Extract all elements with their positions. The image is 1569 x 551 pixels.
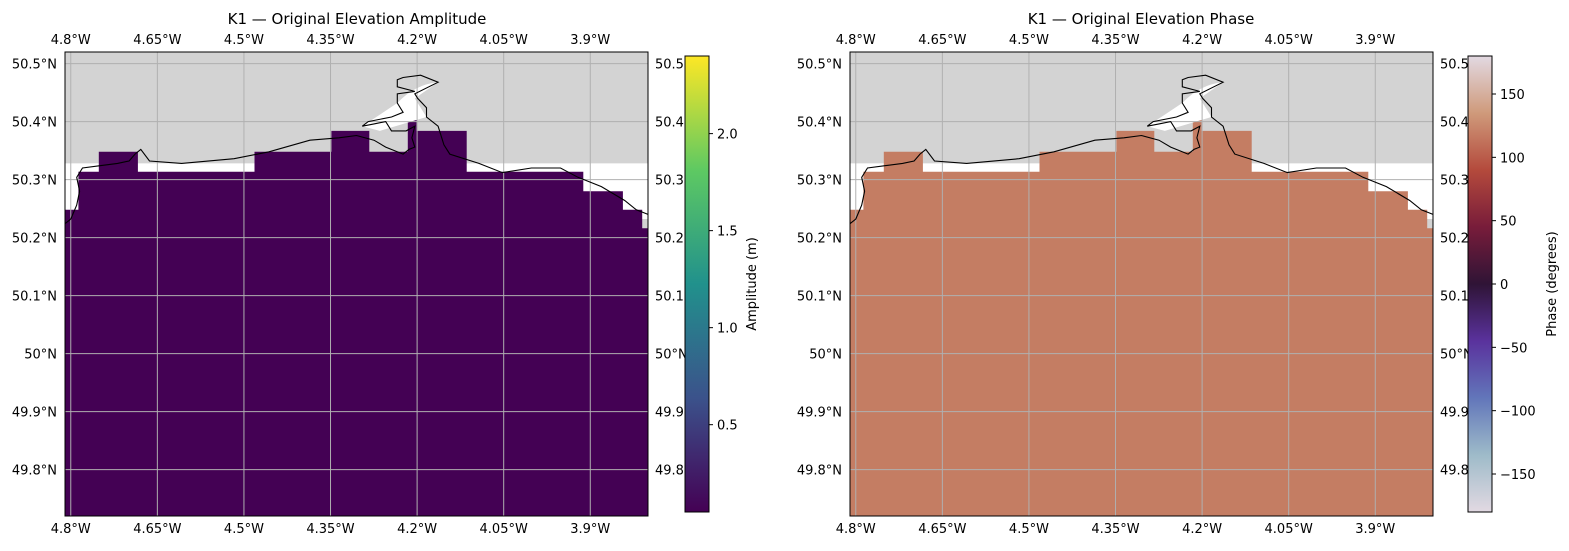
coastline xyxy=(64,74,649,225)
lon-tick-label-top: 3.9°W xyxy=(570,33,610,48)
lat-tick-label-left: 50.4°N xyxy=(797,116,842,131)
lat-tick-label-right: 50.2 xyxy=(655,232,684,247)
lon-tick-label-bottom: 4.35°W xyxy=(306,522,354,537)
lon-tick-label-top: 4.65°W xyxy=(133,33,181,48)
colorbar-tick-label: −50 xyxy=(1500,341,1527,356)
lat-tick-label-right: 49.8 xyxy=(655,464,684,479)
lon-tick-label-bottom: 4.2°W xyxy=(1182,522,1222,537)
ocean-data-field xyxy=(850,112,1433,517)
lon-tick-label-bottom: 4.35°W xyxy=(1091,522,1139,537)
lon-tick-label-bottom: 3.9°W xyxy=(1355,522,1395,537)
lat-tick-label-left: 50.5°N xyxy=(797,58,842,73)
colorbar-tick-label: 1.5 xyxy=(717,225,738,240)
colorbar-tick-label: 0 xyxy=(1500,278,1508,293)
lon-tick-label-top: 4.35°W xyxy=(306,33,354,48)
lat-tick-label-left: 49.9°N xyxy=(797,406,842,421)
colorbar-tick-label: 100 xyxy=(1500,151,1525,166)
colorbar-tick-label: −100 xyxy=(1500,405,1536,420)
lat-tick-label-left: 50.3°N xyxy=(797,174,842,189)
lat-tick-label-right: 50.5 xyxy=(655,58,684,73)
lat-tick-label-right: 50.3 xyxy=(655,174,684,189)
colorbar-gradient xyxy=(1467,55,1493,513)
lon-tick-label-top: 4.8°W xyxy=(836,33,876,48)
map-frame xyxy=(849,51,1434,517)
lon-tick-label-bottom: 4.8°W xyxy=(836,522,876,537)
lon-tick-label-bottom: 4.05°W xyxy=(480,522,528,537)
lat-tick-label-left: 49.8°N xyxy=(797,464,842,479)
colorbar-tick-label: −150 xyxy=(1500,468,1536,483)
lat-tick-label-right: 50°N xyxy=(655,348,688,363)
lon-tick-label-bottom: 4.5°W xyxy=(224,522,264,537)
lon-tick-label-top: 4.35°W xyxy=(1091,33,1139,48)
phase-colorbar: −150 −100 −50 0 50 100 150 xyxy=(1467,55,1536,513)
lat-tick-label-right: 49.8 xyxy=(1440,464,1469,479)
amplitude-colorbar-label: Amplitude (m) xyxy=(745,237,760,331)
amplitude-title: K1 — Original Elevation Amplitude xyxy=(228,10,487,28)
lon-tick-label-top: 3.9°W xyxy=(1355,33,1395,48)
colorbar-gradient xyxy=(684,55,710,513)
lat-tick-label-right: 50.5 xyxy=(1440,58,1469,73)
amplitude-map: 4.8°W 4.8°W 4.65°W 4.65°W 4.5°W 4.5°W 4.35°W 4.… xyxy=(12,33,688,537)
phase-colorbar-label: Phase (degrees) xyxy=(1545,231,1560,336)
lon-tick-label-bottom: 4.05°W xyxy=(1265,522,1313,537)
phase-panel: K1 — Original Elevation Phase 4.8°W4.8°W… xyxy=(797,10,1560,537)
colorbar-tick-label: 50 xyxy=(1500,215,1517,230)
lon-tick-label-top: 4.2°W xyxy=(397,33,437,48)
ocean-data-field xyxy=(65,112,648,517)
map-frame xyxy=(64,51,649,517)
lat-tick-label-right: 50.2 xyxy=(1440,232,1469,247)
colorbar-tick-label: 150 xyxy=(1500,88,1525,103)
colorbar-tick-label: 0.5 xyxy=(717,419,738,434)
colorbar-tick-label: 2.0 xyxy=(717,128,738,143)
lat-tick-label-right: 50.1 xyxy=(1440,290,1469,305)
lat-tick-label-left: 50.5°N xyxy=(12,58,57,73)
lat-tick-label-left: 50.2°N xyxy=(797,232,842,247)
lat-tick-label-right: 50.4 xyxy=(655,116,684,131)
lon-tick-label-bottom: 4.2°W xyxy=(397,522,437,537)
phase-map: 4.8°W 4.8°W 4.65°W 4.65°W 4.5°W 4.5°W 4.35°W 4.… xyxy=(797,33,1473,537)
amplitude-colorbar: 0.5 1.0 1.5 2.0 xyxy=(684,55,738,513)
lon-tick-label-bottom: 4.65°W xyxy=(918,522,966,537)
lat-tick-label-right: 49.9 xyxy=(1440,406,1469,421)
lon-tick-label-bottom: 4.5°W xyxy=(1009,522,1049,537)
colorbar-tick-label: 1.0 xyxy=(717,322,738,337)
lon-tick-label-top: 4.65°W xyxy=(918,33,966,48)
lat-tick-label-right: 50.3 xyxy=(1440,174,1469,189)
lat-tick-label-right: 50.4 xyxy=(1440,116,1469,131)
lon-tick-label-top: 4.05°W xyxy=(1265,33,1313,48)
lon-tick-label-bottom: 4.65°W xyxy=(133,522,181,537)
lat-tick-label-left: 50.4°N xyxy=(12,116,57,131)
lon-tick-label-top: 4.05°W xyxy=(480,33,528,48)
amplitude-panel: K1 — Original Elevation Amplitude 4.8°W4… xyxy=(12,10,760,537)
lat-tick-label-left: 50.1°N xyxy=(12,290,57,305)
lon-tick-label-top: 4.5°W xyxy=(1009,33,1049,48)
lon-tick-label-top: 4.5°W xyxy=(224,33,264,48)
lat-tick-label-right: 49.9 xyxy=(655,406,684,421)
lat-tick-label-left: 49.8°N xyxy=(12,464,57,479)
lon-tick-label-bottom: 4.8°W xyxy=(51,522,91,537)
lat-tick-label-right: 50.1 xyxy=(655,290,684,305)
lon-tick-label-bottom: 3.9°W xyxy=(570,522,610,537)
lat-tick-label-left: 50°N xyxy=(24,348,57,363)
lon-tick-label-top: 4.2°W xyxy=(1182,33,1222,48)
lat-tick-label-left: 50.1°N xyxy=(797,290,842,305)
coastline xyxy=(849,74,1434,225)
phase-title: K1 — Original Elevation Phase xyxy=(1028,10,1255,28)
lon-tick-label-top: 4.8°W xyxy=(51,33,91,48)
lat-tick-label-left: 50.2°N xyxy=(12,232,57,247)
lat-tick-label-left: 50°N xyxy=(809,348,842,363)
lat-tick-label-left: 49.9°N xyxy=(12,406,57,421)
lat-tick-label-right: 50°N xyxy=(1440,348,1473,363)
lat-tick-label-left: 50.3°N xyxy=(12,174,57,189)
